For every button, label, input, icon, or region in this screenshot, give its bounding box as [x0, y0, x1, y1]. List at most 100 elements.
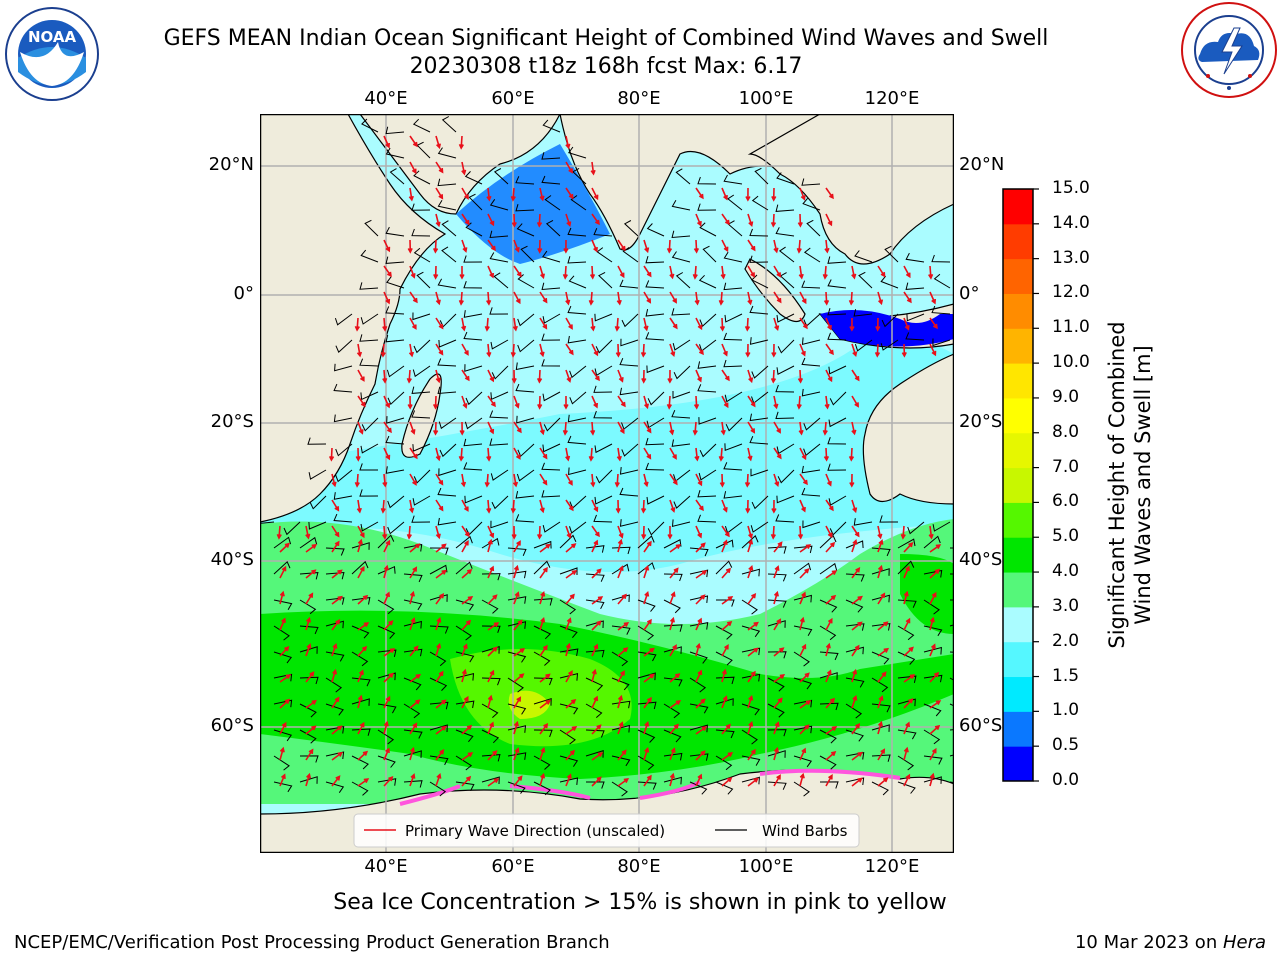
wave-direction-arrow	[409, 746, 415, 761]
wave-direction-arrow	[617, 265, 625, 279]
wave-direction-arrow	[849, 317, 855, 332]
wave-direction-arrow	[331, 540, 340, 553]
wave-direction-arrow	[539, 566, 548, 579]
wave-direction-arrow	[822, 265, 828, 280]
wind-barb	[441, 116, 457, 133]
wave-direction-arrow	[357, 622, 370, 631]
wave-direction-arrow	[695, 669, 703, 683]
wind-barb	[412, 495, 431, 506]
wind-barb	[801, 388, 821, 397]
wave-direction-arrow	[721, 596, 734, 605]
wave-direction-arrow	[825, 642, 831, 657]
wave-direction-arrow	[877, 695, 884, 709]
wave-direction-arrow	[539, 291, 548, 304]
wave-direction-arrow	[643, 696, 652, 709]
wind-barb	[845, 777, 865, 786]
wind-barb	[819, 755, 837, 770]
wave-direction-arrow	[929, 568, 941, 579]
wind-barb	[698, 274, 717, 289]
wave-direction-arrow	[435, 317, 444, 330]
wave-direction-arrow	[591, 568, 602, 579]
wave-direction-arrow	[643, 317, 649, 332]
wind-barb	[801, 465, 821, 474]
wind-barb	[351, 651, 369, 667]
wind-barbs-layer	[260, 116, 954, 797]
colorbar-swatch	[1003, 432, 1033, 469]
wind-barb	[751, 195, 769, 211]
wave-direction-arrow	[825, 774, 833, 787]
wind-barb	[481, 625, 501, 633]
wind-barb	[646, 495, 665, 505]
wave-direction-arrow	[773, 473, 780, 487]
wave-direction-arrow	[903, 265, 911, 279]
wave-direction-arrow	[383, 648, 396, 657]
wave-direction-arrow	[692, 421, 698, 436]
wave-direction-arrow	[331, 595, 343, 605]
wave-direction-arrow	[799, 568, 810, 579]
wave-direction-arrow	[383, 265, 392, 278]
wind-barb	[923, 729, 941, 745]
lat-label-right: 0°	[959, 283, 980, 304]
wave-direction-arrow	[799, 747, 807, 761]
wind-barb	[923, 703, 942, 717]
wave-band-2-3m	[260, 336, 954, 572]
wave-direction-arrow	[643, 774, 652, 787]
wave-direction-arrow	[590, 421, 596, 436]
wind-barb	[559, 755, 579, 767]
wave-direction-arrow	[747, 647, 759, 657]
wave-direction-arrow	[877, 720, 883, 735]
wave-direction-arrow	[461, 161, 467, 176]
wave-direction-arrow	[357, 369, 365, 382]
wave-direction-arrow	[643, 473, 649, 488]
wind-barb	[559, 599, 577, 615]
wave-direction-arrow	[279, 617, 286, 631]
wave-height-map: Primary Wave Direction (unscaled) Wind B…	[260, 114, 954, 853]
wave-direction-arrow	[695, 343, 704, 356]
wave-direction-arrow	[356, 499, 362, 514]
wave-direction-arrow	[357, 669, 364, 683]
wind-barb	[767, 729, 787, 737]
wave-direction-arrow	[617, 778, 630, 787]
wave-direction-arrow	[562, 421, 568, 436]
wave-direction-arrow	[848, 447, 855, 462]
wind-barb	[567, 256, 587, 264]
wind-barb	[749, 305, 769, 315]
wave-direction-arrow	[747, 777, 759, 787]
wave-direction-arrow	[487, 395, 496, 408]
wind-barb	[611, 700, 631, 709]
wave-direction-arrow	[747, 369, 754, 384]
wind-barb	[351, 728, 371, 736]
wave-direction-arrow	[669, 291, 677, 304]
wave-direction-arrow	[617, 593, 627, 605]
wind-barb	[619, 387, 639, 396]
wave-direction-arrow	[458, 291, 464, 306]
wave-direction-arrow	[590, 161, 596, 176]
wave-direction-arrow	[511, 525, 517, 540]
wave-direction-arrow	[695, 773, 703, 787]
colorbar-swatch	[1003, 572, 1033, 608]
wave-direction-arrow	[383, 447, 391, 461]
wave-direction-arrow	[461, 619, 472, 631]
wind-barb	[481, 599, 499, 614]
wave-direction-arrow	[929, 724, 941, 735]
colorbar-title-line1: Significant Height of Combined	[1105, 321, 1129, 649]
wave-direction-arrow	[718, 291, 724, 306]
wave-direction-arrow	[799, 724, 810, 735]
wind-barb	[663, 624, 683, 632]
wind-barb	[724, 313, 743, 323]
coastal-low-wave-zone	[456, 144, 610, 264]
wind-barb	[403, 750, 422, 758]
wave-direction-arrow	[539, 644, 548, 657]
wind-barb	[854, 339, 873, 352]
lat-label-right: 60°S	[959, 715, 1003, 736]
wind-barb	[829, 391, 847, 406]
wave-direction-arrow	[380, 343, 386, 358]
wind-barb	[570, 195, 587, 211]
wind-barb	[385, 334, 405, 343]
wind-barb	[793, 725, 813, 734]
wind-barb	[403, 703, 421, 719]
wave-direction-arrow	[354, 317, 360, 332]
wind-barb	[750, 521, 769, 533]
wave-direction-arrow	[643, 747, 650, 761]
wave-direction-arrow	[903, 646, 914, 657]
